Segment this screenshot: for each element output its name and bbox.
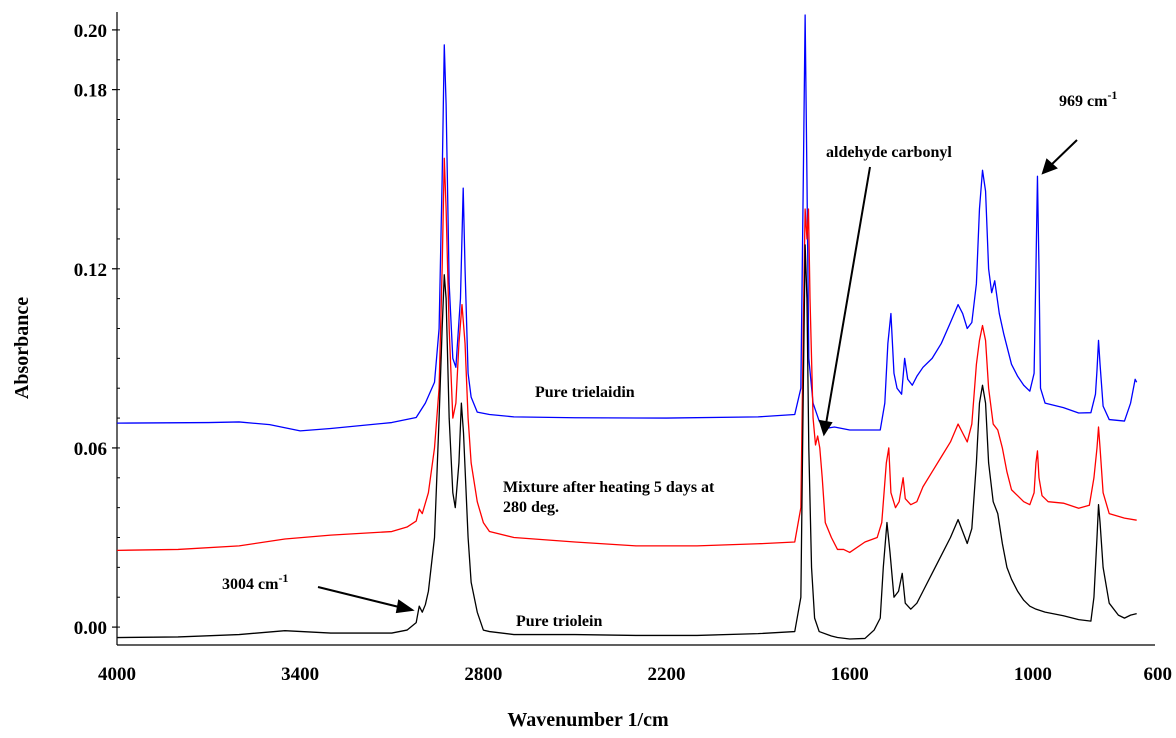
x-tick-label: 600 xyxy=(1144,664,1173,685)
y-tick-label: 0.18 xyxy=(74,81,107,102)
y-tick-label: 0.12 xyxy=(74,260,107,281)
annotation-969-sup: -1 xyxy=(1107,88,1117,102)
x-tick-labels: 4000 3400 2800 2200 1600 1000 600 xyxy=(98,664,1172,685)
x-axis-title: Wavenumber 1/cm xyxy=(507,709,669,731)
arrow-3004 xyxy=(317,586,404,609)
series-trielaidin-line xyxy=(116,14,1138,432)
annotation-mixture-line2: 280 deg. xyxy=(503,499,559,516)
x-tick-label: 4000 xyxy=(98,664,136,685)
x-tick-label: 2800 xyxy=(464,664,502,685)
x-tick-label: 1000 xyxy=(1014,664,1052,685)
annotation-mixture-line1: Mixture after heating 5 days at xyxy=(503,479,715,496)
annotation-969-text: 969 cm xyxy=(1059,93,1108,110)
series-mixture-line xyxy=(116,157,1137,554)
axes xyxy=(116,12,1155,646)
series-triolein-line xyxy=(116,244,1137,640)
annotation-aldehyde-carbonyl: aldehyde carbonyl xyxy=(826,144,952,161)
annotation-3004-text: 3004 cm xyxy=(222,576,279,593)
arrow-969 xyxy=(1048,139,1078,168)
y-tick-label: 0.00 xyxy=(74,618,107,639)
series-layer xyxy=(116,14,1138,640)
x-tick-label: 1600 xyxy=(831,664,869,685)
y-tick-labels: 0.00 0.06 0.12 0.18 0.20 xyxy=(74,21,117,639)
arrow-3004-head xyxy=(395,599,415,614)
arrow-aldehyde xyxy=(825,166,871,425)
annotation-arrows xyxy=(317,139,1078,614)
y-tick-label: 0.20 xyxy=(74,21,107,42)
annotation-pure-trielaidin: Pure trielaidin xyxy=(535,384,635,401)
arrow-969-head xyxy=(1041,158,1058,175)
annotation-969: 969 cm-1 xyxy=(1059,88,1117,110)
x-tick-label: 3400 xyxy=(281,664,319,685)
y-minor-ticks xyxy=(117,29,120,628)
arrow-aldehyde-head xyxy=(818,419,833,437)
annotation-3004: 3004 cm-1 xyxy=(222,571,288,593)
x-tick-label: 2200 xyxy=(648,664,686,685)
y-axis-title: Absorbance xyxy=(11,297,33,399)
annotation-3004-sup: -1 xyxy=(278,571,288,585)
y-tick-label: 0.06 xyxy=(74,439,107,460)
annotation-pure-triolein: Pure triolein xyxy=(516,613,602,630)
